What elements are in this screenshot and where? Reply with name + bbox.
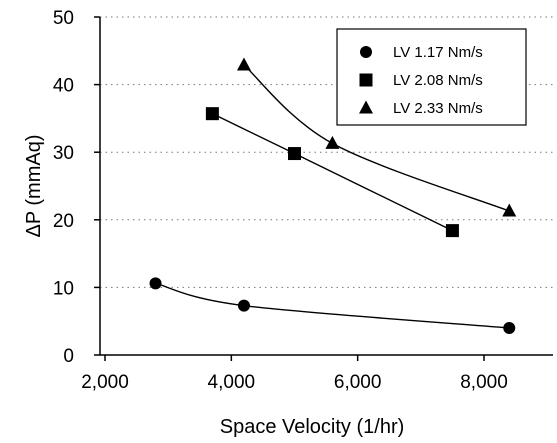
legend: LV 1.17 Nm/s LV 2.08 Nm/s LV 2.33 Nm/s: [336, 28, 527, 126]
legend-label-2: LV 2.08 Nm/s: [393, 72, 483, 89]
y-tick-label: 0: [63, 346, 74, 367]
legend-label-3: LV 2.33 Nm/s: [393, 100, 483, 117]
legend-marker-3: [359, 100, 373, 114]
series-3-point-2: [325, 135, 340, 149]
series-2-point-2: [288, 147, 301, 161]
series-3-point-3: [502, 203, 517, 217]
x-tick-label: 2,000: [81, 372, 129, 393]
x-tick-label: 6,000: [334, 372, 382, 393]
y-tick-label: 40: [53, 76, 74, 97]
series-1: [149, 277, 516, 334]
series-1-point-3: [503, 321, 516, 334]
grid-layer: [100, 16, 553, 288]
series-1-line: [155, 282, 510, 329]
series-3-point-1: [236, 57, 251, 71]
x-tick-label: 8,000: [460, 372, 508, 393]
legend-label-1: LV 1.17 Nm/s: [393, 44, 483, 61]
series-2: [205, 107, 459, 238]
series-2-point-1: [205, 107, 219, 121]
legend-marker-1: [360, 46, 372, 58]
legend-marker-2: [359, 73, 373, 87]
axes-layer: [99, 17, 553, 356]
series-1-point-1: [149, 277, 162, 290]
y-tick-label: 10: [53, 278, 74, 299]
y-axis-title: ΔP (mmAq): [23, 135, 45, 238]
series-2-line: [212, 113, 453, 232]
series-1-point-2: [237, 299, 250, 312]
series-2-point-3: [445, 224, 459, 238]
series-layer: [149, 57, 517, 334]
y-tick-label: 20: [53, 211, 74, 232]
x-axis-title: Space Velocity (1/hr): [220, 416, 405, 438]
tick-layer: 0 10 20 30 40 50 2,000 4,000 6,000 8,000: [53, 8, 508, 393]
y-tick-label: 50: [53, 8, 74, 29]
x-tick-label: 4,000: [208, 372, 256, 393]
legend-items: LV 1.17 Nm/s LV 2.08 Nm/s LV 2.33 Nm/s: [359, 44, 483, 117]
y-tick-label: 30: [53, 143, 74, 164]
series-3: [236, 57, 517, 217]
